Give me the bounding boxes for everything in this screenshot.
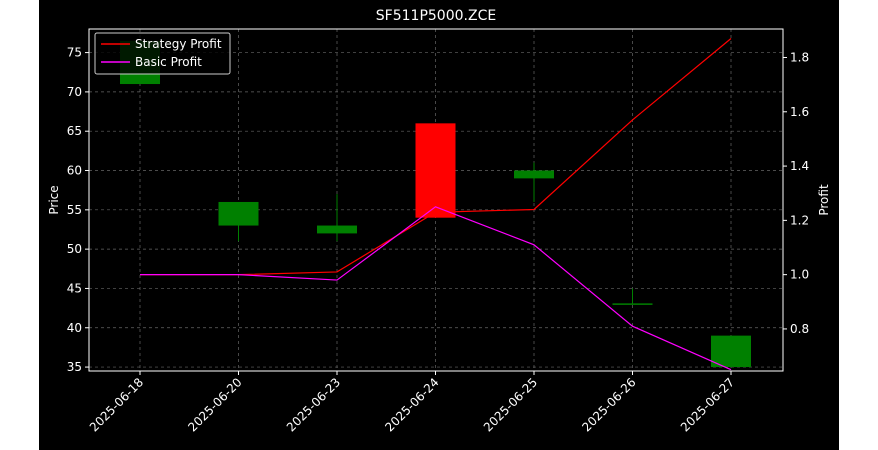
y-axis-label: Price [47,185,61,214]
chart-figure: SF511P5000.ZCE 35 40 45 50 55 60 65 70 75 0.8 1.0 1… [39,0,839,450]
candle-body [514,170,554,179]
axes: 35 40 45 50 55 60 65 70 75 0.8 1.0 1.2 1.4 1.6 1.8 2025… [67,46,809,435]
y2-axis-label: Profit [817,184,831,216]
y2-tick-label: 1.4 [790,159,809,173]
y2-tick-label: 1.0 [790,268,809,282]
y-tick-label: 50 [67,242,82,256]
candle-body [218,201,259,226]
y-tick-label: 75 [67,46,82,60]
x-tick-label: 2025-06-24 [382,375,441,434]
profit-lines [140,38,732,371]
y2-tick-label: 0.8 [790,322,809,336]
y2-tick-label: 1.8 [790,51,809,65]
legend-label-strategy-profit: Strategy Profit [135,37,222,51]
y-tick-label: 40 [67,321,82,335]
y2-tick-label: 1.6 [790,105,809,119]
candle-body [317,225,357,234]
series-line-basic-profit [140,206,732,371]
x-tick-label: 2025-06-27 [678,375,737,434]
x-tick-label: 2025-06-18 [87,375,146,434]
chart-title: SF511P5000.ZCE [376,8,496,24]
x-tick-label: 2025-06-26 [579,375,638,434]
y2-tick-label: 1.2 [790,213,809,227]
x-tick-label: 2025-06-25 [481,375,540,434]
legend: Strategy Profit Basic Profit [94,32,231,75]
x-tick-label: 2025-06-23 [284,375,343,434]
x-tick-label: 2025-06-20 [185,375,244,434]
y-tick-label: 65 [67,124,82,138]
candlestick-chart: SF511P5000.ZCE 35 40 45 50 55 60 65 70 75 0.8 1.0 1… [47,8,831,435]
y-tick-label: 70 [67,85,82,99]
legend-label-basic-profit: Basic Profit [135,55,202,69]
y-tick-label: 45 [67,281,82,295]
y-tick-label: 55 [67,203,82,217]
y-tick-label: 60 [67,164,82,178]
y-tick-label: 35 [67,360,82,374]
candle-body [415,123,456,218]
candle-body [711,335,751,368]
